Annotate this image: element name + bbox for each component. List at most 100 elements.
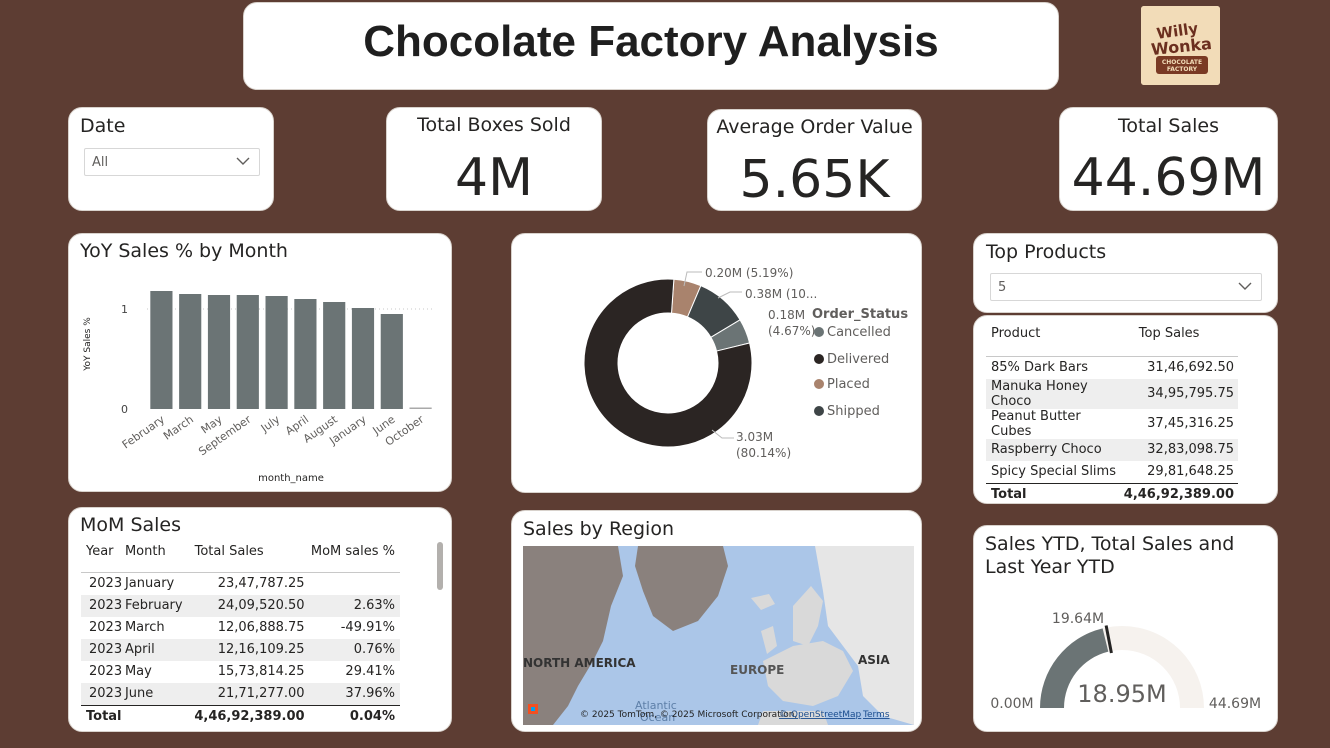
bar (150, 291, 173, 409)
product-sales: 34,95,795.75 (1147, 386, 1234, 401)
total-label: Total (86, 709, 122, 724)
table-header-row: Product Top Sales (986, 326, 1238, 356)
table-header-row: Year Month Total Sales MoM sales % (81, 544, 400, 572)
date-slicer-card: Date All (68, 107, 274, 211)
mom-cell: 0.76% (353, 642, 395, 657)
year-cell: 2023 (89, 642, 123, 657)
top-products-title: Top Products (986, 241, 1107, 263)
total-value: 4,46,92,389.00 (1123, 487, 1234, 502)
x-axis-label: month_name (258, 473, 324, 484)
mom-sales-table: Year Month Total Sales MoM sales % 2023 … (81, 544, 400, 728)
table-row: 2023 February 24,09,520.50 2.63% (81, 594, 400, 617)
year-cell: 2023 (89, 686, 123, 701)
product-name: Raspberry Choco (991, 442, 1102, 457)
month-cell: January (124, 576, 175, 591)
table-row: 2023 May 15,73,814.25 29.41% (81, 661, 400, 683)
sales-by-region-title: Sales by Region (523, 518, 674, 540)
gauge-title-line1: Sales YTD, Total Sales and (985, 533, 1235, 555)
willy-wonka-logo: Willy Wonka CHOCOLATE FACTORY (1141, 6, 1220, 85)
year-cell: 2023 (89, 598, 123, 613)
month-cell: February (124, 598, 183, 613)
top-products-table: Product Top Sales 85% Dark Bars 31,46,69… (986, 326, 1238, 503)
product-sales: 32,83,098.75 (1147, 442, 1234, 457)
date-dropdown[interactable]: All (84, 148, 260, 176)
terms-link[interactable]: Terms (862, 710, 890, 720)
data-label-shipped: 0.38M (10... (745, 287, 817, 301)
total-mom: 0.04% (349, 709, 395, 724)
data-label-delivered-pct: (80.14%) (736, 446, 791, 460)
table-total-row: Total 4,46,92,389.00 0.04% (81, 705, 400, 728)
bar (265, 296, 288, 409)
kpi-aov-value: 5.65K (739, 150, 890, 210)
table-row: 2023 January 23,47,787.25 (81, 572, 400, 595)
scrollbar-thumb[interactable] (437, 542, 443, 590)
table-row: 2023 June 21,71,277.00 37.96% (81, 682, 400, 705)
top-products-dropdown[interactable]: 5 (990, 273, 1262, 301)
legend-marker (814, 379, 824, 389)
kpi-aov-label: Average Order Value (716, 116, 913, 138)
gauge-fill (1040, 628, 1109, 708)
gauge-title: Sales YTD, Total Sales and Last Year YTD (985, 533, 1234, 579)
yoy-chart-card: YoY Sales % by Month 0 1 YoY Sales % Februa… (68, 233, 452, 492)
bar (380, 314, 403, 409)
data-label-cancelled: 0.18M (768, 308, 805, 322)
gauge-target-label: 19.64M (1052, 611, 1104, 627)
month-cell: May (124, 664, 152, 679)
svg-text:FACTORY: FACTORY (1167, 66, 1198, 73)
kpi-boxes-label: Total Boxes Sold (417, 114, 571, 136)
mom-cell (305, 572, 400, 595)
kpi-boxes-value: 4M (455, 148, 533, 208)
gauge-card: Sales YTD, Total Sales and Last Year YTD… (973, 525, 1278, 732)
top-products-table-card: Product Top Sales 85% Dark Bars 31,46,69… (973, 315, 1278, 504)
legend-marker (814, 406, 824, 416)
mom-cell: 37.96% (345, 686, 395, 701)
top-products-slicer-card: Top Products 5 (973, 233, 1278, 313)
svg-text:CHOCOLATE: CHOCOLATE (1162, 59, 1202, 66)
mom-cell: 29.41% (345, 664, 395, 679)
table-total-row: Total 4,46,92,389.00 (986, 483, 1238, 503)
x-tick-label: July (258, 413, 283, 436)
data-label-cancelled-pct: (4.67%) (768, 324, 815, 338)
product-name: 85% Dark Bars (991, 360, 1089, 375)
order-status-card: 0.20M (5.19%) 0.38M (10... 0.18M (4.67%) 3.0… (511, 233, 922, 493)
sales-cell: 12,06,888.75 (217, 620, 305, 635)
sales-by-region-card: Sales by Region NORTH AMERICA EUROPE ASI… (511, 510, 922, 732)
bar (179, 294, 202, 409)
title-card: Chocolate Factory Analysis (243, 2, 1059, 90)
x-tick-label: March (161, 413, 196, 443)
table-row: Peanut Butter Cubes 37,45,316.25 (986, 409, 1238, 439)
legend-marker (814, 327, 824, 337)
mom-cell: -49.91% (340, 620, 395, 635)
column-header: Product (991, 326, 1041, 341)
mom-sales-title: MoM Sales (80, 514, 182, 536)
year-cell: 2023 (89, 664, 123, 679)
table-row: 2023 April 12,16,109.25 0.76% (81, 638, 400, 661)
sales-cell: 23,47,787.25 (217, 576, 305, 591)
sales-gauge: 18.95M 19.64M 0.00M 44.69M (990, 611, 1261, 712)
table-row: 2023 March 12,06,888.75 -49.91% (81, 617, 400, 639)
gauge-max-label: 44.69M (1209, 696, 1261, 712)
bar (236, 295, 259, 409)
leader-line (711, 429, 734, 439)
gauge-title-line2: Last Year YTD (985, 556, 1115, 578)
openstreetmap-link[interactable]: © OpenStreetMap (779, 710, 862, 720)
dashboard-title: Chocolate Factory Analysis (363, 17, 939, 66)
year-cell: 2023 (89, 620, 123, 635)
product-name: Spicy Special Slims (991, 464, 1116, 479)
table-row: Raspberry Choco 32,83,098.75 (986, 438, 1238, 461)
bar (351, 308, 375, 409)
column-header: Total Sales (194, 544, 264, 559)
region-map[interactable]: NORTH AMERICA EUROPE ASIA Atlantic Ocean… (523, 546, 914, 725)
month-cell: March (124, 620, 165, 635)
gauge-min-label: 0.00M (990, 696, 1033, 712)
total-label: Total (991, 487, 1027, 502)
data-label-placed: 0.20M (5.19%) (705, 266, 793, 280)
kpi-sales-label: Total Sales (1118, 115, 1219, 137)
column-header: MoM sales % (310, 544, 395, 559)
year-cell: 2023 (89, 576, 123, 591)
table-row: 85% Dark Bars 31,46,692.50 (986, 356, 1238, 379)
legend-item-delivered: Delivered (827, 352, 889, 367)
legend-item-shipped: Shipped (827, 404, 880, 419)
sales-cell: 24,09,520.50 (217, 598, 305, 613)
gauge-target-marker (1104, 625, 1113, 654)
